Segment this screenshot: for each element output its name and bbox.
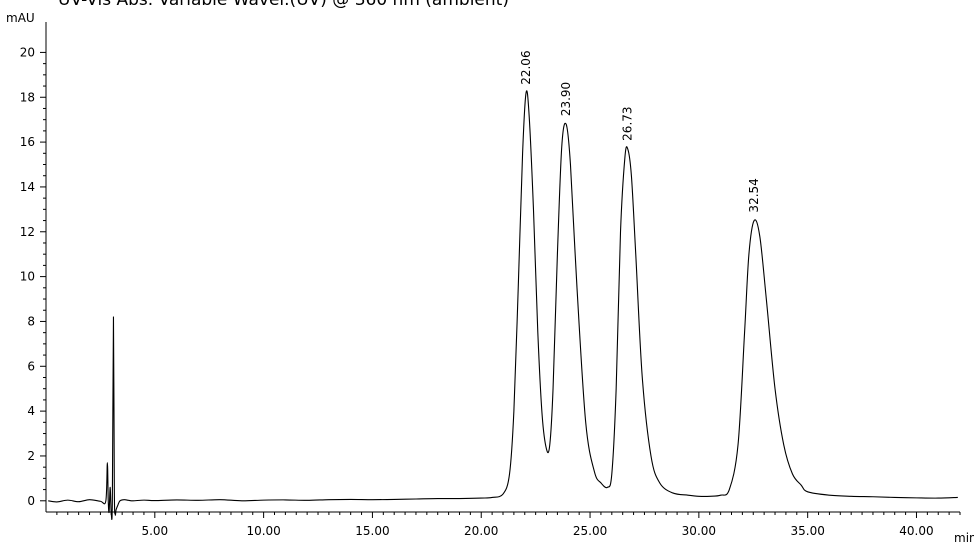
y-tick-label: 20 <box>20 45 35 59</box>
y-tick-label: 2 <box>27 449 35 463</box>
peak-labels: 22.06 23.90 26.73 32.54 <box>519 50 761 212</box>
peak-label: 26.73 <box>621 106 635 140</box>
y-tick-label: 18 <box>20 90 35 104</box>
x-tick-label: 30.00 <box>682 524 716 538</box>
y-tick-label: 12 <box>20 225 35 239</box>
y-axis-unit-label: mAU <box>6 11 35 25</box>
y-tick-label: 8 <box>27 314 35 328</box>
peak-label: 23.90 <box>559 82 573 116</box>
signal-line <box>48 90 958 520</box>
peak-label: 22.06 <box>519 50 533 84</box>
signal-trace <box>48 90 958 520</box>
y-tick-label: 10 <box>20 270 35 284</box>
x-axis-ticks: 5.00 10.00 15.00 20.00 25.00 30.00 35.00 40.00 <box>56 512 961 538</box>
x-tick-label: 35.00 <box>790 524 824 538</box>
y-tick-label: 0 <box>27 494 35 508</box>
x-tick-label: 10.00 <box>246 524 280 538</box>
x-tick-label: 20.00 <box>464 524 498 538</box>
x-tick-label: 25.00 <box>573 524 607 538</box>
y-axis-ticks: 0 2 4 6 8 10 12 14 16 18 20 <box>20 45 46 508</box>
x-tick-label: 5.00 <box>141 524 168 538</box>
y-tick-label: 14 <box>20 180 35 194</box>
peak-label: 32.54 <box>747 178 761 212</box>
axes <box>45 22 960 513</box>
x-axis-unit-label: min <box>954 531 974 545</box>
chart-title: UV-Vis Abs. Variable Wavel.(UV) @ 360 nm… <box>58 0 509 10</box>
x-tick-label: 40.00 <box>899 524 933 538</box>
y-tick-label: 16 <box>20 135 35 149</box>
x-tick-label: 15.00 <box>355 524 389 538</box>
y-tick-label: 6 <box>27 359 35 373</box>
y-tick-label: 4 <box>27 404 35 418</box>
